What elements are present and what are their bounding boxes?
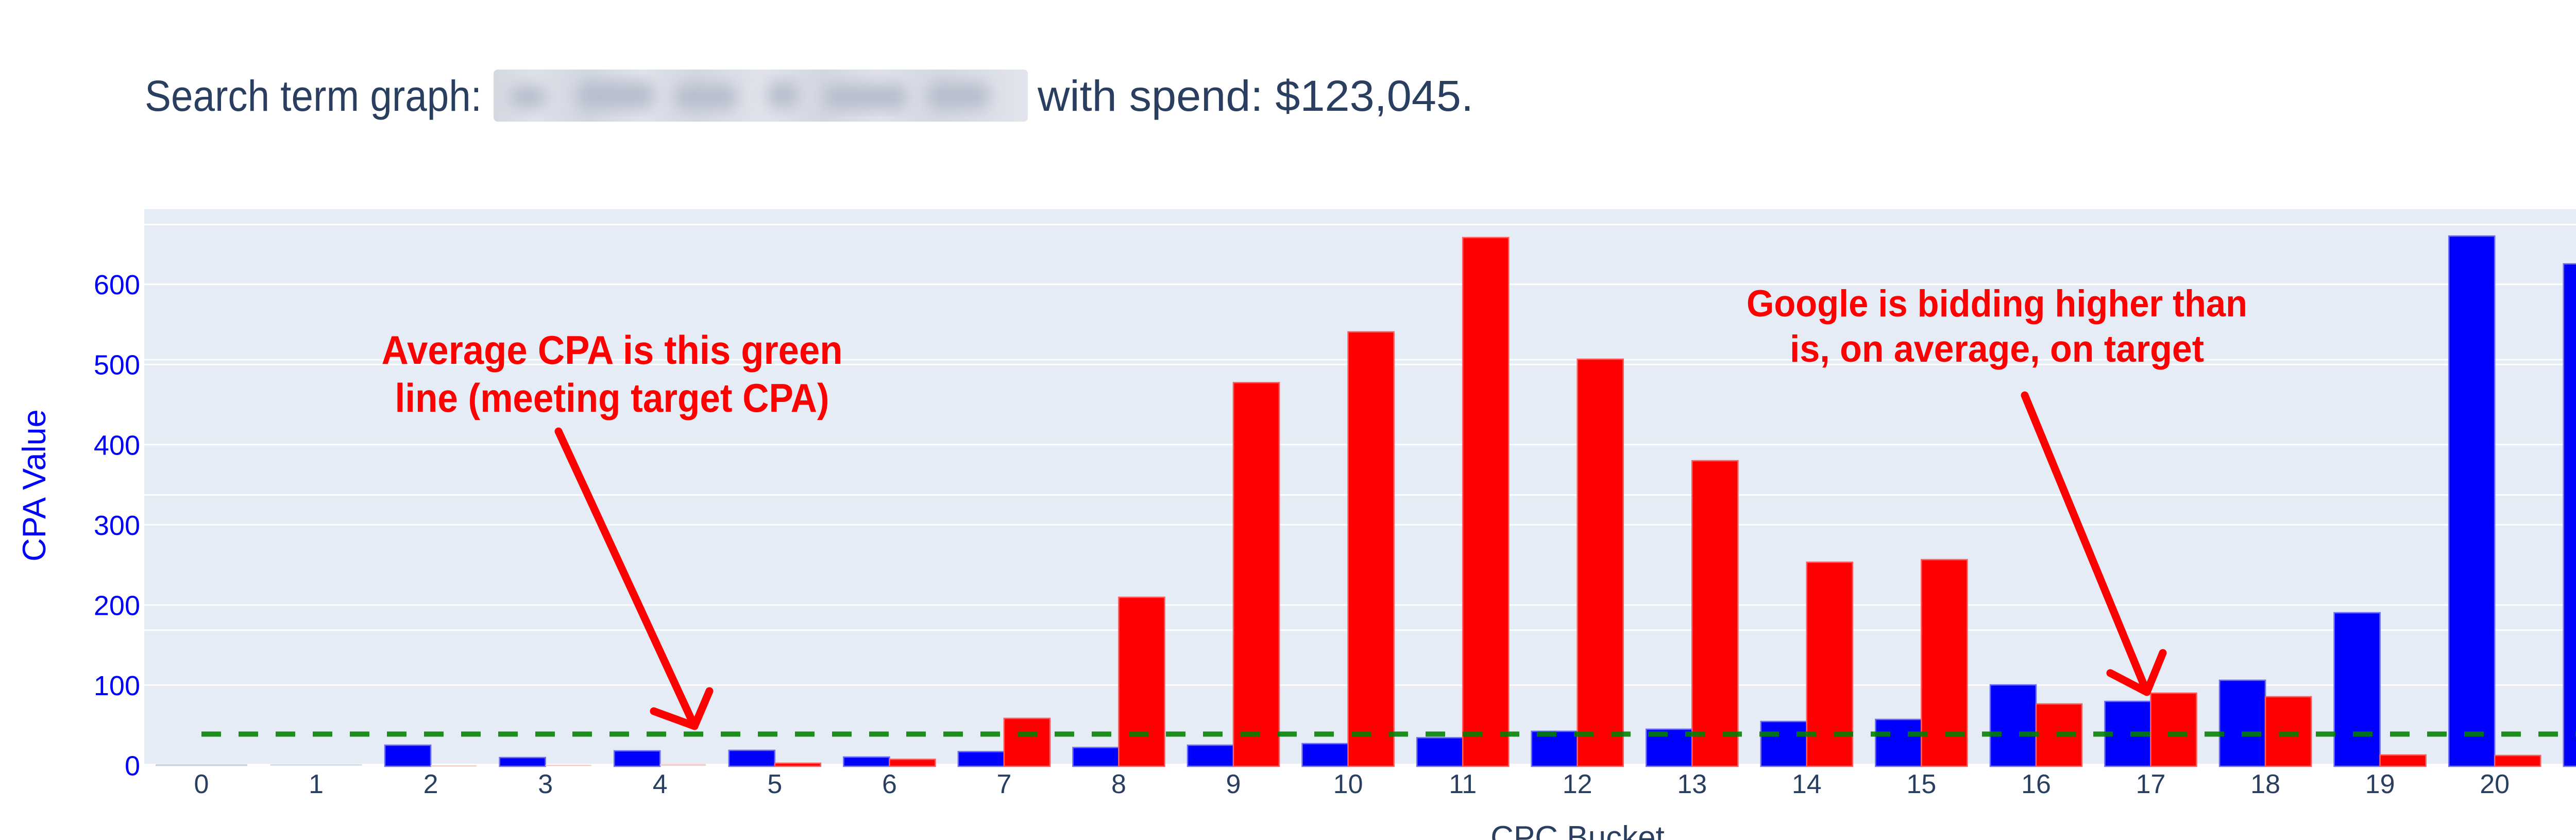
svg-text:2: 2 <box>423 769 438 799</box>
svg-text:3: 3 <box>538 769 553 799</box>
svg-text:CPC Bucket: CPC Bucket <box>1490 820 1665 840</box>
svg-text:with spend: $123,045.: with spend: $123,045. <box>1037 72 1473 120</box>
svg-text:16: 16 <box>2021 769 2051 799</box>
svg-text:300: 300 <box>94 510 140 541</box>
svg-text:13: 13 <box>1677 769 1707 799</box>
svg-text:200: 200 <box>94 590 140 621</box>
svg-text:6: 6 <box>882 769 897 799</box>
svg-text:11: 11 <box>1449 769 1477 799</box>
svg-text:is, on average, on target: is, on average, on target <box>1790 328 2204 370</box>
svg-text:14: 14 <box>1792 769 1822 799</box>
svg-text:Google is bidding higher than: Google is bidding higher than <box>1747 283 2247 325</box>
svg-text:20: 20 <box>2480 769 2510 799</box>
svg-text:0: 0 <box>125 751 140 782</box>
svg-text:100: 100 <box>94 670 140 701</box>
svg-text:400: 400 <box>94 430 140 461</box>
svg-text:15: 15 <box>1906 769 1936 799</box>
svg-text:600: 600 <box>94 270 140 300</box>
svg-text:line (meeting target CPA): line (meeting target CPA) <box>395 375 829 421</box>
svg-text:1: 1 <box>309 769 324 799</box>
svg-text:7: 7 <box>996 769 1011 799</box>
svg-text:5: 5 <box>767 769 782 799</box>
svg-text:19: 19 <box>2365 769 2395 799</box>
svg-text:12: 12 <box>1563 769 1592 799</box>
svg-text:500: 500 <box>94 350 140 381</box>
svg-text:Search term graph:: Search term graph: <box>145 72 482 120</box>
svg-text:18: 18 <box>2250 769 2280 799</box>
svg-text:17: 17 <box>2136 769 2166 799</box>
svg-text:CPA Value: CPA Value <box>16 409 53 561</box>
svg-text:10: 10 <box>1333 769 1363 799</box>
svg-text:0: 0 <box>194 769 209 799</box>
svg-text:8: 8 <box>1111 769 1126 799</box>
svg-text:9: 9 <box>1226 769 1241 799</box>
svg-text:Average CPA is this green: Average CPA is this green <box>382 327 843 373</box>
svg-text:4: 4 <box>653 769 668 799</box>
